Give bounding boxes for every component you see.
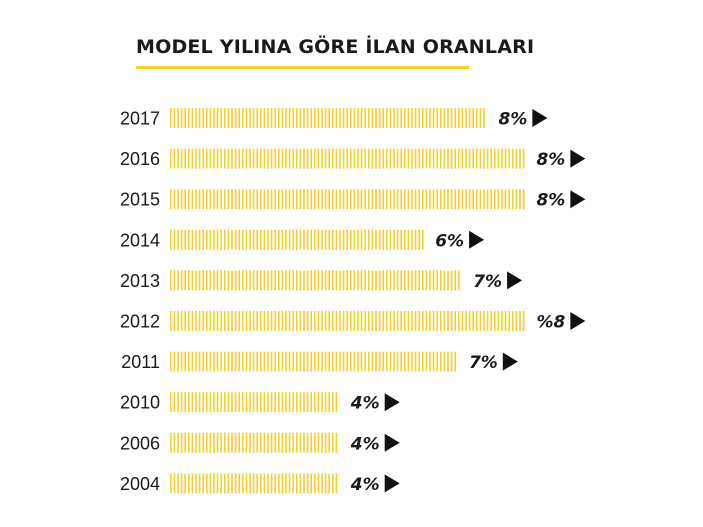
category-label: 2013 xyxy=(120,271,160,291)
bar-row-2015: 2015 8% xyxy=(120,189,586,211)
category-label: 2010 xyxy=(120,393,160,413)
bar-row-2011: 2011 7% xyxy=(121,351,518,373)
play-triangle-icon xyxy=(570,149,586,168)
play-triangle-icon xyxy=(570,312,586,330)
data-label: 4% xyxy=(350,434,380,454)
bar-2004 xyxy=(170,473,338,494)
bar-2013 xyxy=(170,270,460,291)
bar-row-2014: 2014 6% xyxy=(120,229,485,251)
data-label: %8 xyxy=(536,313,565,333)
bar-row-2012: 2012 %8 xyxy=(120,311,586,333)
play-triangle-icon xyxy=(469,230,485,249)
bar-2011 xyxy=(170,351,456,372)
bar-2012 xyxy=(170,311,525,331)
data-label: 7% xyxy=(469,353,498,373)
category-label: 2004 xyxy=(120,474,160,494)
play-triangle-icon xyxy=(502,352,518,371)
play-triangle-icon xyxy=(384,433,400,452)
bar-2015 xyxy=(170,189,525,210)
bar-2014 xyxy=(170,229,424,250)
bar-2016 xyxy=(170,148,525,169)
bar-2006 xyxy=(170,432,338,453)
category-label: 2012 xyxy=(120,312,160,332)
bar-row-2010: 2010 4% xyxy=(120,392,400,414)
bar-row-2017: 2017 8% xyxy=(120,108,548,130)
bar-2017 xyxy=(170,108,485,128)
play-triangle-icon xyxy=(384,474,400,493)
bar-row-2016: 2016 8% xyxy=(120,148,586,170)
play-triangle-icon xyxy=(507,271,523,290)
data-label: 4% xyxy=(350,475,380,495)
title-underline xyxy=(136,66,469,69)
data-label: 8% xyxy=(499,110,528,130)
data-label: 8% xyxy=(536,150,565,170)
chart-title: MODEL YILINA GÖRE İLAN ORANLARI xyxy=(136,36,535,58)
category-label: 2006 xyxy=(120,433,160,453)
bar-row-2004: 2004 4% xyxy=(120,473,400,495)
data-label: 8% xyxy=(536,191,565,211)
category-label: 2015 xyxy=(120,190,160,210)
bar-2010 xyxy=(170,392,338,413)
play-triangle-icon xyxy=(384,393,400,412)
data-label: 4% xyxy=(350,394,380,414)
category-label: 2017 xyxy=(120,109,160,129)
category-label: 2014 xyxy=(120,230,160,250)
play-triangle-icon xyxy=(532,109,548,127)
category-label: 2011 xyxy=(121,352,160,372)
data-label: 7% xyxy=(473,272,502,292)
bar-row-2013: 2013 7% xyxy=(120,270,523,292)
category-label: 2016 xyxy=(120,149,160,169)
play-triangle-icon xyxy=(570,190,586,209)
bar-row-2006: 2006 4% xyxy=(120,432,400,454)
data-label: 6% xyxy=(435,231,464,251)
